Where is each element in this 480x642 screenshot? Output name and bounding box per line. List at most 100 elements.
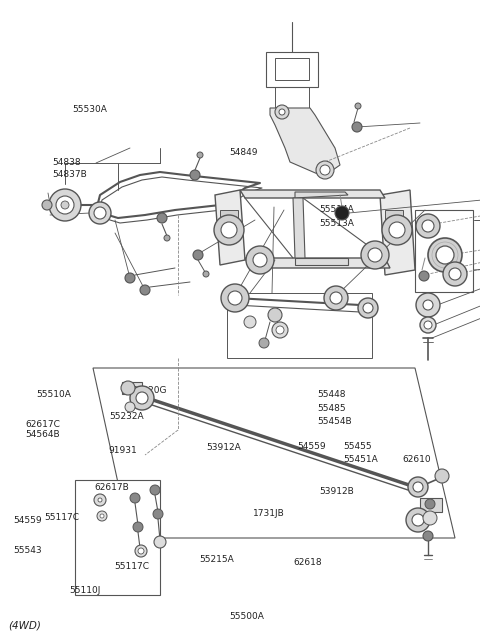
- Circle shape: [449, 268, 461, 280]
- Text: 62618: 62618: [294, 558, 323, 567]
- Circle shape: [228, 291, 242, 305]
- Bar: [122, 382, 142, 394]
- Circle shape: [363, 303, 373, 313]
- Text: 54838: 54838: [52, 158, 81, 167]
- Circle shape: [330, 292, 342, 304]
- Circle shape: [279, 109, 285, 115]
- Circle shape: [416, 214, 440, 238]
- Text: 55514A: 55514A: [319, 205, 354, 214]
- Circle shape: [268, 308, 282, 322]
- Polygon shape: [240, 190, 385, 198]
- Bar: [275, 58, 309, 80]
- Circle shape: [406, 508, 430, 532]
- Text: 53912B: 53912B: [319, 487, 354, 496]
- Circle shape: [259, 338, 269, 348]
- Polygon shape: [295, 258, 348, 265]
- Circle shape: [130, 493, 140, 503]
- Circle shape: [164, 235, 170, 241]
- Circle shape: [154, 536, 166, 548]
- Circle shape: [49, 189, 81, 221]
- Circle shape: [56, 196, 74, 214]
- Circle shape: [130, 386, 154, 410]
- Circle shape: [428, 238, 462, 272]
- Text: 55530A: 55530A: [72, 105, 107, 114]
- Polygon shape: [380, 190, 415, 275]
- Circle shape: [423, 511, 437, 525]
- Circle shape: [416, 293, 440, 317]
- Circle shape: [423, 531, 433, 541]
- Circle shape: [42, 200, 52, 210]
- Text: 53912A: 53912A: [206, 443, 241, 452]
- Circle shape: [150, 485, 160, 495]
- Circle shape: [125, 402, 135, 412]
- Circle shape: [408, 477, 428, 497]
- Text: 55117C: 55117C: [114, 562, 149, 571]
- Text: 55454B: 55454B: [317, 417, 351, 426]
- Circle shape: [276, 326, 284, 334]
- Text: 1731JB: 1731JB: [253, 509, 285, 518]
- Circle shape: [197, 152, 203, 158]
- Text: 55220G: 55220G: [132, 386, 167, 395]
- Circle shape: [244, 316, 256, 328]
- Bar: [227, 293, 372, 358]
- Circle shape: [190, 170, 200, 180]
- Circle shape: [193, 250, 203, 260]
- Circle shape: [443, 262, 467, 286]
- Circle shape: [413, 482, 423, 492]
- Circle shape: [335, 206, 349, 220]
- Polygon shape: [215, 190, 245, 265]
- Circle shape: [355, 103, 361, 109]
- Circle shape: [389, 222, 405, 238]
- Text: 54564B: 54564B: [25, 430, 60, 439]
- Text: 54559: 54559: [298, 442, 326, 451]
- Bar: [266, 52, 318, 87]
- Circle shape: [423, 300, 433, 310]
- Circle shape: [424, 321, 432, 329]
- Text: 55448: 55448: [317, 390, 345, 399]
- Text: 55451A: 55451A: [343, 455, 378, 464]
- Polygon shape: [93, 368, 455, 538]
- Circle shape: [419, 271, 429, 281]
- Circle shape: [275, 105, 289, 119]
- Circle shape: [121, 381, 135, 395]
- Text: 55117C: 55117C: [45, 513, 80, 522]
- Circle shape: [153, 509, 163, 519]
- Circle shape: [89, 202, 111, 224]
- Circle shape: [221, 284, 249, 312]
- Text: 55110J: 55110J: [70, 586, 101, 595]
- Circle shape: [272, 322, 288, 338]
- Circle shape: [138, 548, 144, 554]
- Circle shape: [358, 298, 378, 318]
- Circle shape: [94, 207, 106, 219]
- Bar: [220, 210, 238, 240]
- Text: 55232A: 55232A: [109, 412, 144, 421]
- Text: 55543: 55543: [13, 546, 42, 555]
- Text: 62617B: 62617B: [94, 483, 129, 492]
- Text: 55513A: 55513A: [319, 219, 354, 228]
- Circle shape: [422, 220, 434, 232]
- Circle shape: [94, 494, 106, 506]
- Circle shape: [157, 213, 167, 223]
- Text: 55485: 55485: [317, 404, 346, 413]
- Circle shape: [436, 246, 454, 264]
- Polygon shape: [293, 198, 305, 258]
- Text: 55510A: 55510A: [36, 390, 71, 399]
- Circle shape: [61, 201, 69, 209]
- Circle shape: [352, 122, 362, 132]
- Polygon shape: [295, 192, 348, 198]
- Circle shape: [253, 253, 267, 267]
- Circle shape: [368, 248, 382, 262]
- Text: 54837B: 54837B: [52, 170, 86, 179]
- Polygon shape: [270, 108, 340, 175]
- Circle shape: [203, 271, 209, 277]
- Circle shape: [425, 499, 435, 509]
- Circle shape: [98, 498, 102, 502]
- Text: 55215A: 55215A: [199, 555, 234, 564]
- Circle shape: [221, 222, 237, 238]
- Circle shape: [97, 511, 107, 521]
- Circle shape: [100, 514, 104, 518]
- Text: (4WD): (4WD): [9, 620, 41, 630]
- Circle shape: [133, 522, 143, 532]
- Text: 54559: 54559: [13, 516, 42, 525]
- Circle shape: [214, 215, 244, 245]
